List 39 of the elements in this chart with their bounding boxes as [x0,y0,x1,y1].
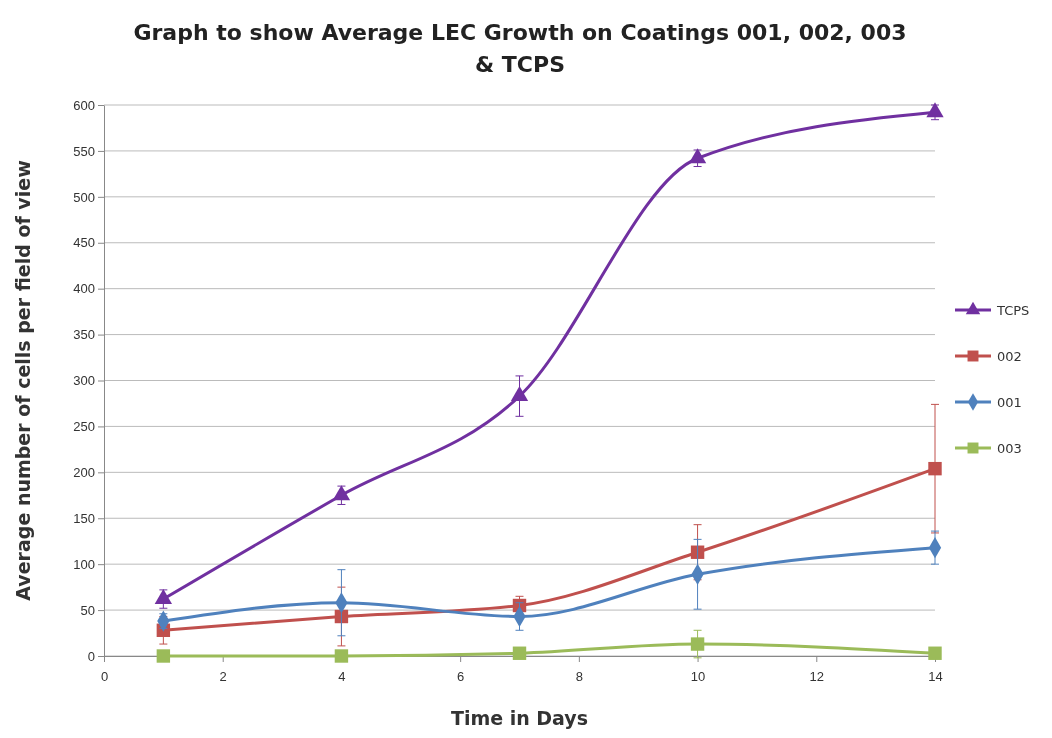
point [510,386,529,402]
chart-title: Graph to show Average LEC Growth on Coatings 001, 002, 003 & TCPS [133,20,907,77]
y-tick-label: 600 [73,97,95,113]
legend-label: 002 [997,349,1022,364]
point [334,649,349,663]
y-tick-label: 350 [73,327,95,343]
x-tick-label: 8 [575,668,583,684]
point [690,637,705,651]
y-tick-label: 450 [73,235,95,251]
x-tick-label: 6 [457,668,465,684]
point [332,485,351,501]
y-tick-label: 550 [73,143,95,159]
legend-label: 001 [997,395,1022,410]
point [688,148,707,164]
x-tick-label: 12 [809,668,825,684]
y-tick-label: 300 [73,373,95,389]
point [156,649,171,663]
y-tick-label: 150 [73,510,95,526]
y-tick-label: 200 [73,464,95,480]
y-tick-label: 0 [87,648,95,664]
y-tick-label: 250 [73,419,95,435]
y-axis-title: Average number of cells per field of view [12,160,34,601]
x-tick-label: 10 [690,668,706,684]
point [928,646,942,660]
y-tick-label: 100 [73,556,95,572]
point [926,102,944,118]
x-tick-label: 2 [219,668,227,684]
x-axis-title: Time in Days [450,707,589,729]
x-tick-label: 4 [338,668,346,684]
y-tick-label: 500 [73,189,95,205]
point [512,646,527,660]
y-tick-label: 50 [80,602,95,618]
legend-label: TCPS [996,303,1030,318]
point [154,589,173,605]
legend-label: 003 [997,441,1022,456]
x-tick-label: 0 [100,668,109,684]
x-tick-label: 14 [928,668,943,684]
point [928,461,942,476]
y-tick-label: 400 [73,281,95,297]
